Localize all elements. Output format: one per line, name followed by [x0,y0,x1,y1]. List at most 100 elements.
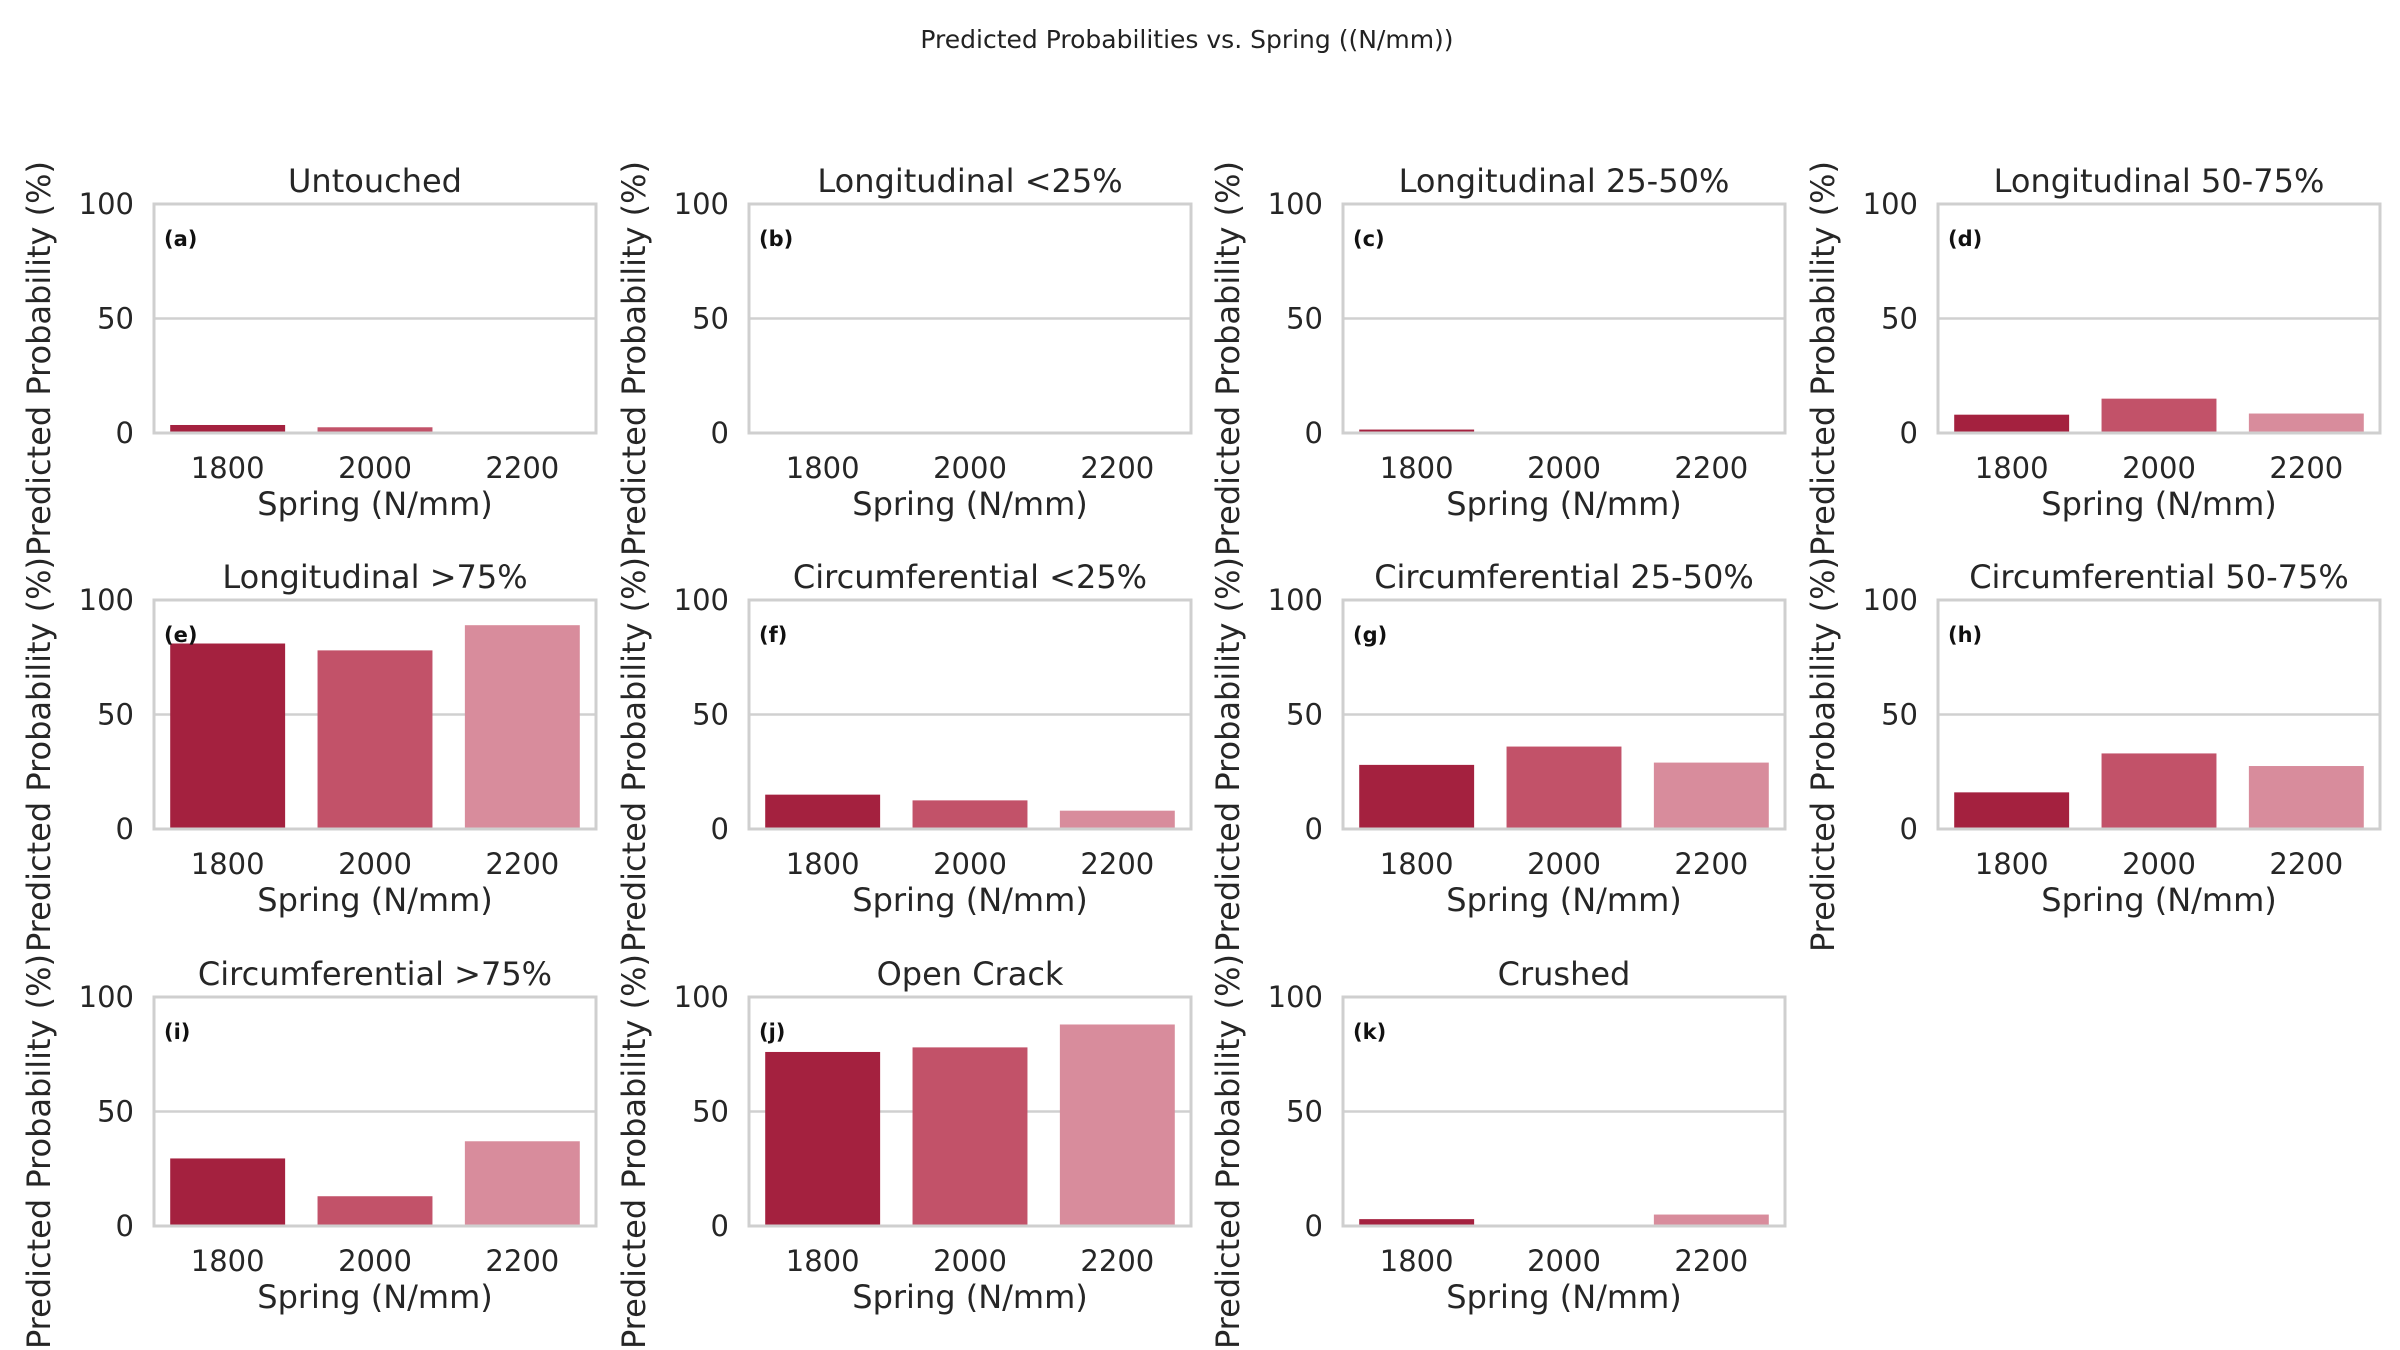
x-tick-label: 2200 [485,1244,559,1278]
x-tick-label: 2200 [1674,451,1748,485]
panel-6: 0 50 100 1800 2000 2200 Circumferential <25% (f… [615,557,1193,952]
x-tick-label: 2200 [485,847,559,881]
x-tick-label: 2000 [338,1244,412,1278]
y-axis-label: Predicted Probability (%) [20,557,58,952]
panel-letter: (b) [759,227,793,251]
panel-title: Longitudinal >75% [222,558,527,596]
bar-1800 [1359,1219,1475,1226]
y-tick-label: 0 [116,1209,134,1243]
panel-title: Longitudinal 25-50% [1399,162,1730,200]
bar-2200 [1059,810,1175,829]
y-tick-label: 50 [692,302,729,336]
bar-2200 [1653,762,1769,829]
x-tick-label: 2000 [1527,1244,1601,1278]
bar-2200 [2248,766,2364,829]
x-tick-label: 1800 [1975,451,2049,485]
x-tick-label: 1800 [786,847,860,881]
y-tick-label: 50 [97,1095,134,1129]
x-axis-label: Spring (N/mm) [1446,881,1681,919]
panel-1: 0 50 100 1800 2000 2200 Untouched (a) Spring (N/… [20,161,598,556]
x-axis-label: Spring (N/mm) [257,1278,492,1316]
y-axis-label: Predicted Probability (%) [615,954,653,1349]
panel-title: Circumferential >75% [198,955,552,993]
y-axis-label: Predicted Probability (%) [1209,954,1247,1349]
y-tick-label: 0 [711,1209,729,1243]
axes-frame [747,598,1193,831]
panels-group: 0 50 100 1800 2000 2200 Untouched (a) Spring (N/… [20,161,2382,1349]
panel-title: Crushed [1498,955,1631,993]
x-axis-label: Spring (N/mm) [1446,485,1681,523]
x-tick-label: 2000 [1527,451,1601,485]
bar-2200 [1653,1214,1769,1226]
panel-title: Longitudinal 50-75% [1994,162,2325,200]
y-tick-label: 50 [97,302,134,336]
x-axis-label: Spring (N/mm) [2041,881,2276,919]
y-tick-label: 0 [1305,416,1323,450]
x-axis-label: Spring (N/mm) [852,485,1087,523]
y-tick-label: 0 [1900,416,1918,450]
x-tick-label: 2200 [1080,847,1154,881]
bar-2200 [464,1141,580,1226]
panel-title: Circumferential <25% [793,558,1147,596]
x-tick-label: 2000 [1527,847,1601,881]
x-tick-label: 2200 [1080,1244,1154,1278]
y-tick-label: 100 [674,980,729,1014]
axes-frame [747,202,1193,435]
x-tick-label: 1800 [191,451,265,485]
y-tick-label: 100 [79,980,134,1014]
bar-1800 [170,1158,286,1226]
bar-2000 [317,427,433,433]
y-tick-label: 100 [79,583,134,617]
panel-7: 0 50 100 1800 2000 2200 Circumferential 25-50%… [1209,557,1787,952]
bar-1800 [765,794,881,829]
y-tick-label: 100 [1863,187,1918,221]
bar-1800 [1359,429,1475,433]
y-axis-label: Predicted Probability (%) [1804,161,1842,556]
y-tick-label: 0 [1305,812,1323,846]
x-tick-label: 2200 [2269,451,2343,485]
axes-frame [1936,202,2382,435]
x-axis-label: Spring (N/mm) [1446,1278,1681,1316]
axes-frame [152,202,598,435]
y-axis-label: Predicted Probability (%) [20,161,58,556]
panel-4: 0 50 100 1800 2000 2200 Longitudinal 50-75% (d)… [1804,161,2382,556]
panel-2: 0 50 100 1800 2000 2200 Longitudinal <25% (b) Sp… [615,161,1193,556]
bar-1800 [1954,414,2070,433]
axes-frame [152,995,598,1228]
bar-2200 [2248,413,2364,433]
panel-letter: (j) [759,1020,785,1044]
panel-letter: (c) [1353,227,1385,251]
bar-1800 [1359,764,1475,829]
panel-title: Untouched [288,162,462,200]
y-axis-label: Predicted Probability (%) [1209,161,1247,556]
x-tick-label: 1800 [786,1244,860,1278]
panel-letter: (h) [1948,623,1982,647]
y-tick-label: 50 [692,698,729,732]
x-axis-label: Spring (N/mm) [852,1278,1087,1316]
bar-2000 [2101,398,2217,433]
x-tick-label: 2000 [933,451,1007,485]
bar-1800 [1954,792,2070,829]
panel-letter: (i) [164,1020,190,1044]
panel-title: Open Crack [877,955,1064,993]
y-tick-label: 100 [1268,187,1323,221]
panel-5: 0 50 100 1800 2000 2200 Longitudinal >75% (e) Sp… [20,557,598,952]
x-tick-label: 1800 [786,451,860,485]
y-tick-label: 100 [1268,980,1323,1014]
x-tick-label: 2200 [485,451,559,485]
panel-letter: (a) [164,227,197,251]
y-tick-label: 0 [1900,812,1918,846]
x-tick-label: 1800 [1975,847,2049,881]
x-axis-label: Spring (N/mm) [257,881,492,919]
y-tick-label: 100 [1268,583,1323,617]
x-tick-label: 2200 [2269,847,2343,881]
x-tick-label: 2200 [1674,1244,1748,1278]
y-tick-label: 50 [1881,698,1918,732]
y-tick-label: 0 [711,812,729,846]
panel-title: Circumferential 25-50% [1374,558,1754,596]
panel-title: Circumferential 50-75% [1969,558,2349,596]
panel-9: 0 50 100 1800 2000 2200 Circumferential >75% (i… [20,954,598,1349]
x-axis-label: Spring (N/mm) [852,881,1087,919]
x-axis-label: Spring (N/mm) [2041,485,2276,523]
